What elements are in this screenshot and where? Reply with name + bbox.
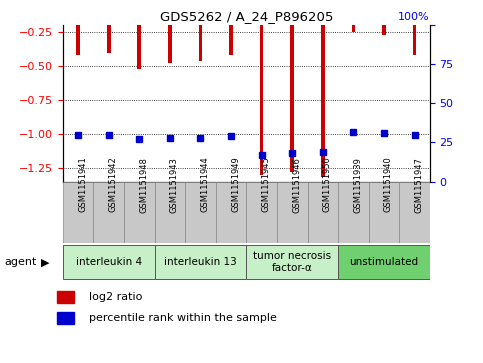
Bar bbox=[338, 182, 369, 243]
Title: GDS5262 / A_24_P896205: GDS5262 / A_24_P896205 bbox=[160, 10, 333, 23]
Bar bbox=[246, 245, 338, 280]
Bar bbox=[352, 0, 355, 32]
Bar bbox=[168, 0, 171, 64]
Bar bbox=[216, 182, 246, 243]
Text: GSM1151949: GSM1151949 bbox=[231, 157, 240, 212]
Bar bbox=[277, 182, 308, 243]
Text: GSM1151943: GSM1151943 bbox=[170, 157, 179, 212]
Text: unstimulated: unstimulated bbox=[349, 257, 419, 267]
Bar bbox=[124, 182, 155, 243]
Bar bbox=[57, 291, 74, 303]
Text: GSM1151946: GSM1151946 bbox=[292, 157, 301, 212]
Bar bbox=[138, 0, 141, 69]
Bar bbox=[63, 245, 155, 280]
Text: GSM1151940: GSM1151940 bbox=[384, 157, 393, 212]
Bar bbox=[321, 0, 325, 178]
Bar bbox=[155, 245, 246, 280]
Bar bbox=[308, 182, 338, 243]
Text: GSM1151948: GSM1151948 bbox=[139, 157, 148, 212]
Bar bbox=[399, 182, 430, 243]
Bar bbox=[413, 0, 416, 55]
Bar bbox=[246, 182, 277, 243]
Bar bbox=[290, 0, 294, 172]
Text: GSM1151944: GSM1151944 bbox=[200, 157, 210, 212]
Text: GSM1151950: GSM1151950 bbox=[323, 157, 332, 212]
Bar bbox=[63, 182, 93, 243]
Text: interleukin 4: interleukin 4 bbox=[76, 257, 142, 267]
Bar bbox=[57, 312, 74, 324]
Bar bbox=[76, 0, 80, 55]
Text: GSM1151941: GSM1151941 bbox=[78, 157, 87, 212]
Bar bbox=[338, 245, 430, 280]
Bar bbox=[229, 0, 233, 55]
Bar bbox=[185, 182, 216, 243]
Text: ▶: ▶ bbox=[41, 257, 50, 267]
Text: GSM1151942: GSM1151942 bbox=[109, 157, 118, 212]
Text: percentile rank within the sample: percentile rank within the sample bbox=[89, 313, 277, 323]
Bar bbox=[199, 0, 202, 61]
Bar bbox=[107, 0, 111, 53]
Text: log2 ratio: log2 ratio bbox=[89, 292, 143, 302]
Bar bbox=[93, 182, 124, 243]
Text: tumor necrosis
factor-α: tumor necrosis factor-α bbox=[253, 252, 331, 273]
Bar bbox=[382, 0, 386, 35]
Bar bbox=[155, 182, 185, 243]
Text: agent: agent bbox=[5, 257, 37, 267]
Text: 100%: 100% bbox=[398, 12, 430, 22]
Text: GSM1151939: GSM1151939 bbox=[354, 157, 362, 212]
Bar bbox=[260, 0, 263, 175]
Text: GSM1151947: GSM1151947 bbox=[414, 157, 424, 212]
Text: GSM1151945: GSM1151945 bbox=[262, 157, 270, 212]
Text: interleukin 13: interleukin 13 bbox=[164, 257, 237, 267]
Bar bbox=[369, 182, 399, 243]
